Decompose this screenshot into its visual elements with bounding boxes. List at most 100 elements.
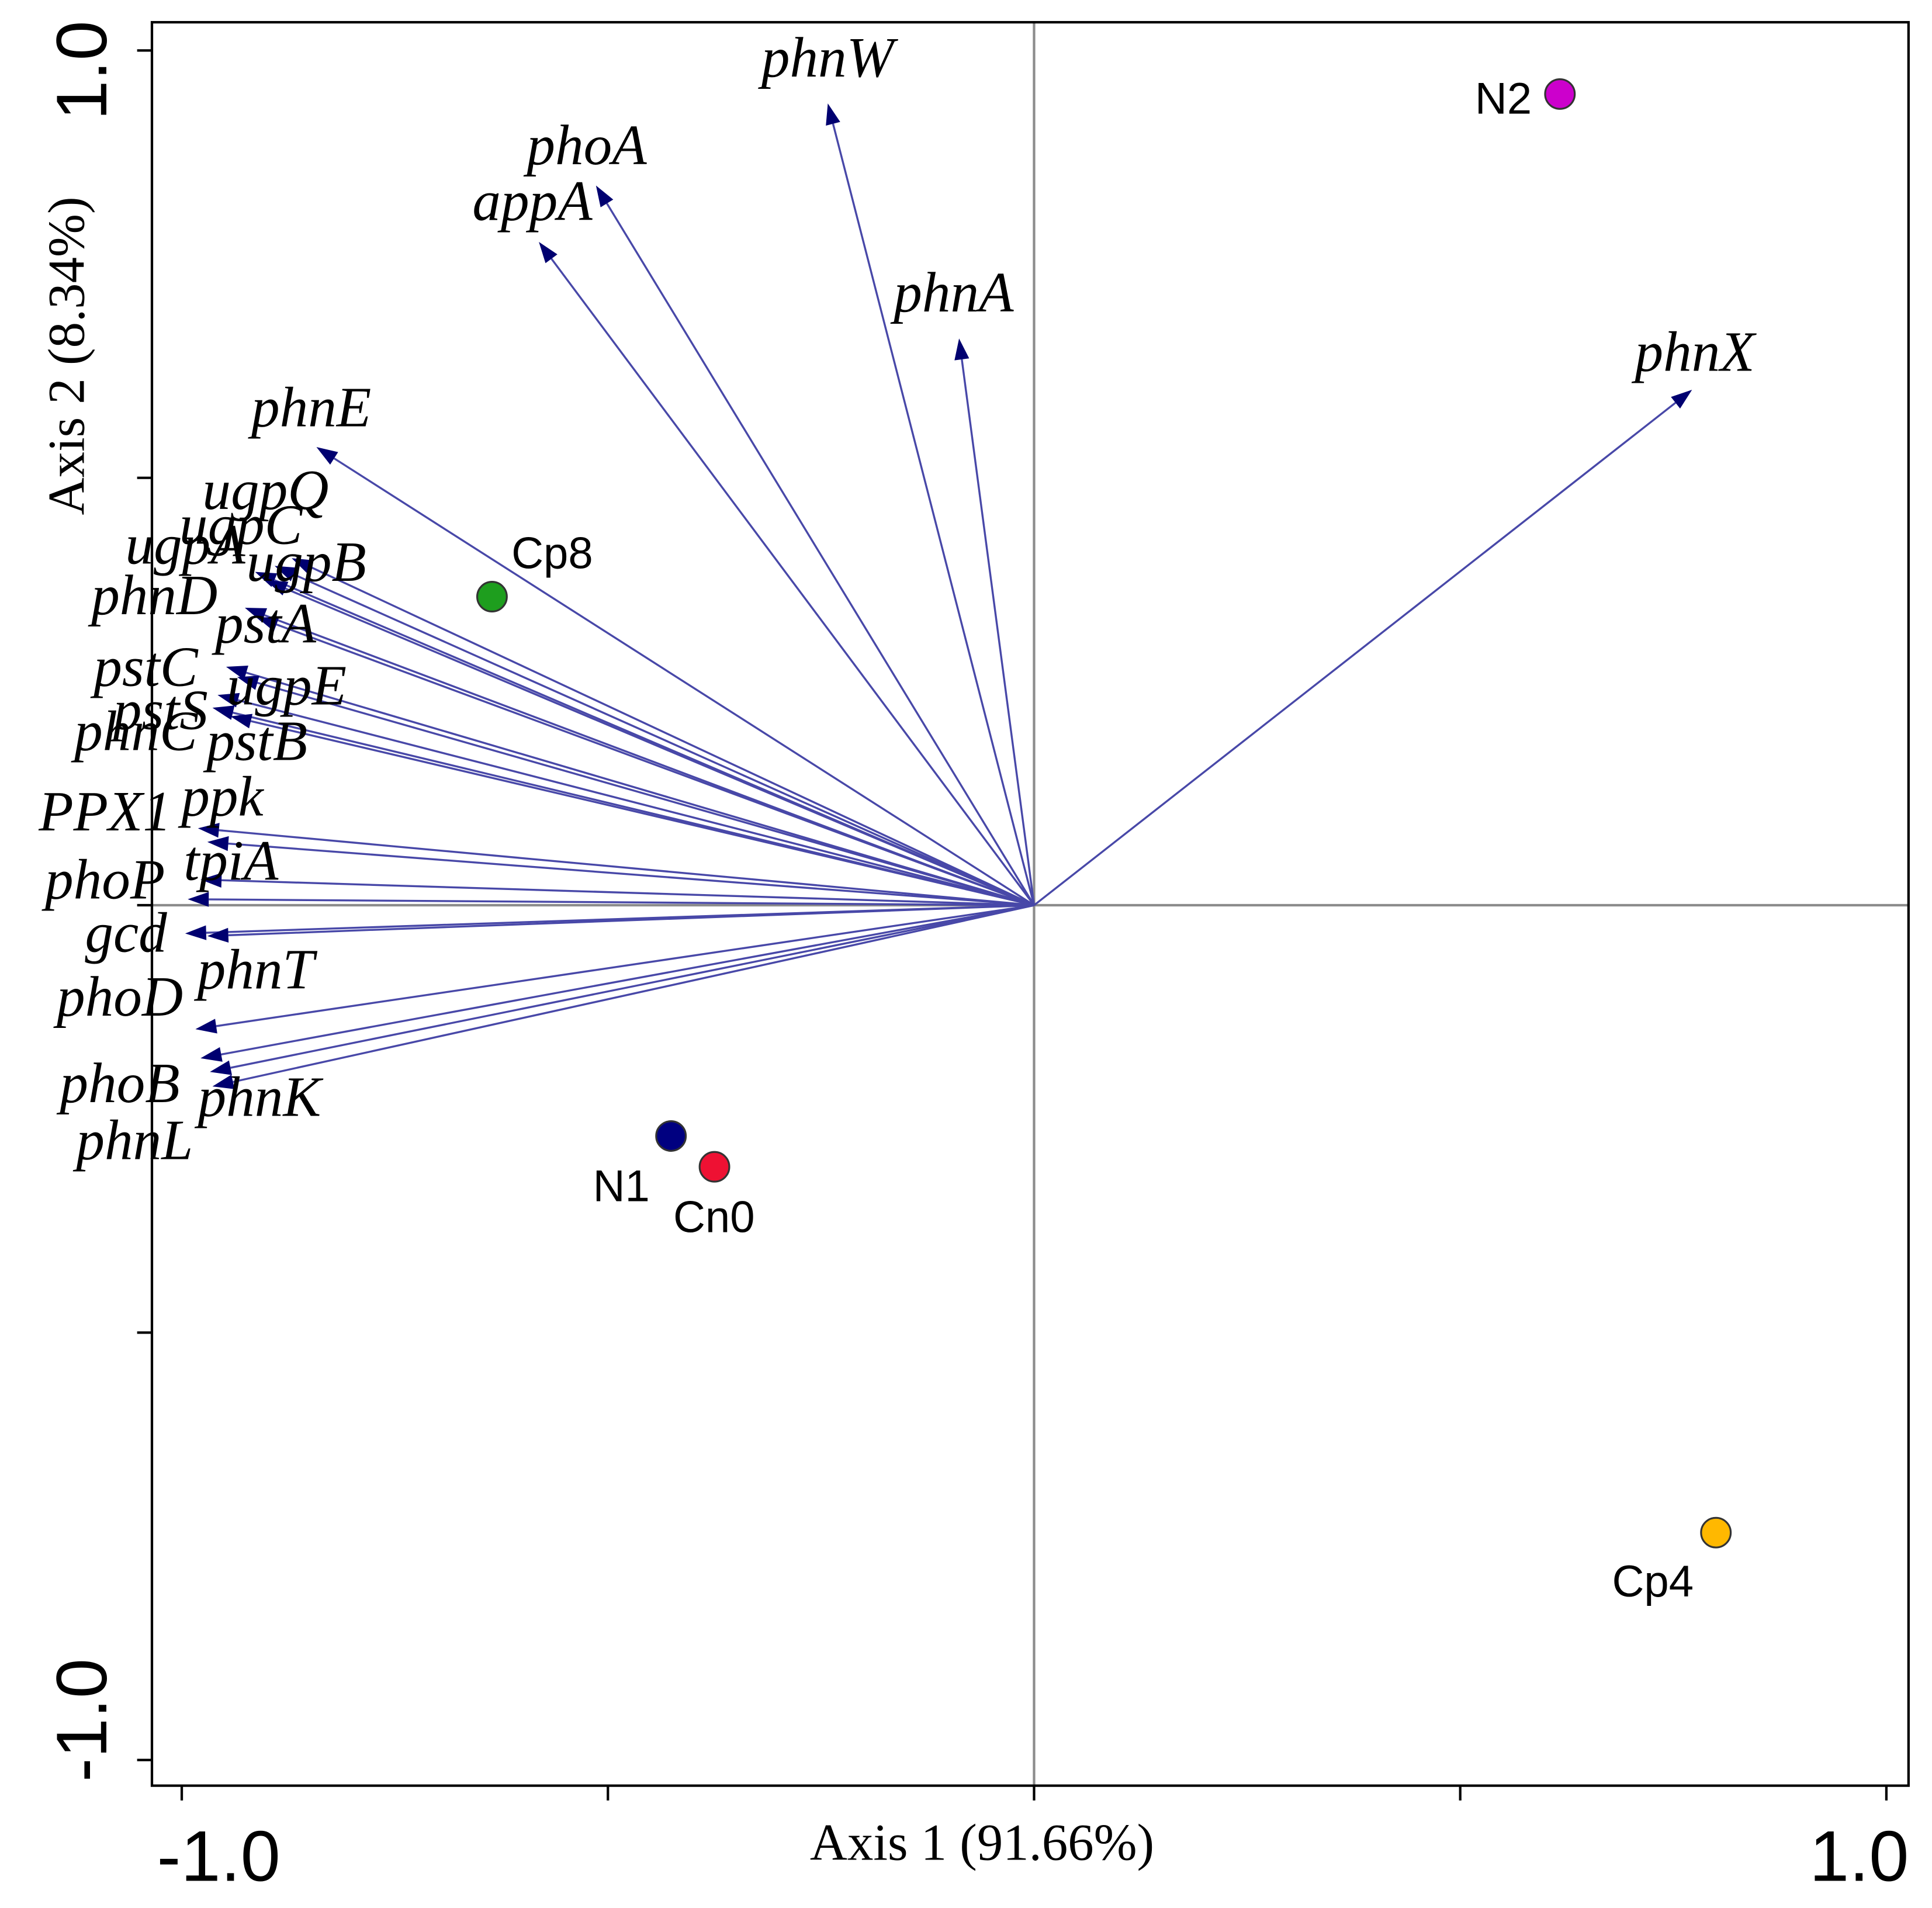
vector-line-ppk	[228, 842, 1034, 906]
vector-arrowhead-ppx1	[198, 823, 220, 838]
vector-phop	[188, 892, 1034, 907]
vector-label-psta: pstA	[212, 593, 316, 656]
site-labels: N2 Cp8 N1 Cn0 Cp4	[511, 74, 1694, 1607]
vector-line-ppx1	[219, 829, 1034, 906]
vector-phod	[195, 904, 1034, 1034]
vector-arrowhead-phnc	[212, 705, 235, 720]
vector-phnw	[826, 103, 1036, 906]
vector-label-phna: phnA	[890, 261, 1014, 324]
vector-arrowhead-phne	[316, 447, 338, 465]
x-tick-label-max: 1.0	[1809, 1816, 1909, 1896]
vector-arrowhead-ugpq	[292, 558, 314, 574]
vector-label-phnc: phnC	[71, 700, 198, 763]
vector-arrowhead-phnl	[212, 1075, 235, 1089]
vector-phnl	[212, 904, 1034, 1089]
vector-label-ugpc: ugpC	[179, 493, 303, 556]
vector-label-phnx: phnX	[1632, 320, 1757, 383]
vector-label-ugpb: ugpB	[247, 531, 366, 594]
site-point-n2	[1544, 78, 1576, 110]
site-point-n1	[655, 1120, 687, 1152]
plot-frame	[150, 20, 1910, 1787]
x-tick-label-min: -1.0	[157, 1816, 281, 1896]
vector-ugpq	[292, 558, 1035, 906]
vector-label-phnt: phnT	[194, 939, 318, 1002]
vector-ugpe	[237, 676, 1034, 906]
vector-label-gcd: gcd	[85, 901, 167, 964]
vector-phna	[954, 338, 1036, 906]
vector-ugpc	[275, 566, 1035, 906]
site-points	[476, 78, 1732, 1549]
vector-line-phnw	[832, 123, 1036, 906]
vector-phnk	[210, 904, 1034, 1075]
vector-line-ugpe	[257, 681, 1034, 906]
vector-line-phne	[333, 457, 1035, 906]
axis-ticks	[137, 49, 1888, 1801]
vector-line-tpia	[221, 879, 1034, 906]
vector-label-pstb: pstB	[203, 709, 307, 773]
vector-label-phoa: phoA	[523, 114, 647, 177]
vector-line-phnt	[228, 904, 1034, 937]
vector-line-phod	[216, 904, 1034, 1027]
vector-arrowhead-appa	[539, 241, 558, 264]
vector-ppx1	[198, 823, 1034, 906]
vector-phoa	[595, 185, 1035, 906]
vector-ppk	[207, 836, 1034, 906]
vector-arrowhead-phnx	[1671, 390, 1692, 409]
vector-tpia	[200, 872, 1034, 906]
site-label-cp4: Cp4	[1612, 1557, 1694, 1606]
vector-label-ugpe: ugpE	[227, 654, 347, 717]
vector-line-pstc	[245, 671, 1034, 906]
vector-label-tpia: tpiA	[183, 830, 279, 893]
vector-arrows	[185, 103, 1692, 1089]
vector-label-ugpa: ugpA	[125, 513, 245, 576]
vector-line-pstb	[250, 720, 1034, 906]
vector-arrowhead-phna	[954, 338, 970, 361]
vector-phob	[200, 904, 1034, 1062]
vector-label-phnw: phnW	[758, 26, 899, 89]
vector-label-pstc: pstC	[90, 636, 198, 699]
vector-arrowhead-phop	[188, 892, 209, 907]
site-point-cp4	[1700, 1516, 1732, 1549]
vector-arrowhead-ugpe	[237, 676, 259, 690]
vector-label-phnl: phnL	[72, 1109, 193, 1172]
vector-ugpb	[266, 580, 1035, 906]
vector-appa	[539, 241, 1035, 906]
vector-arrowhead-gcd	[185, 925, 207, 940]
vector-arrowhead-phnw	[826, 103, 840, 126]
site-point-cn0	[698, 1151, 730, 1183]
vector-pstc	[226, 665, 1034, 906]
vector-psta	[257, 617, 1035, 906]
y-axis-title: Axis 2 (8.34%)	[39, 196, 96, 515]
vector-line-psta	[276, 624, 1035, 906]
vector-phnt	[207, 904, 1034, 943]
vector-label-appa: appA	[472, 169, 593, 233]
vector-label-ugpq: ugpQ	[202, 459, 328, 522]
vector-line-ugpc	[293, 573, 1035, 906]
vector-label-ppx1: PPX1	[38, 780, 171, 843]
site-label-cn0: Cn0	[673, 1192, 755, 1242]
vector-pstb	[230, 714, 1034, 906]
vector-phnx	[1033, 390, 1692, 906]
vector-label-phne: phnE	[248, 376, 371, 439]
vector-arrowhead-ppk	[207, 836, 229, 851]
vector-label-phob: phoB	[56, 1052, 179, 1115]
vector-arrowhead-phoa	[595, 185, 614, 207]
vector-line-psts	[237, 699, 1034, 906]
vector-arrowhead-tpia	[200, 872, 222, 888]
vector-line-phna	[961, 359, 1036, 906]
vector-line-phop	[209, 898, 1034, 906]
vector-line-phnk	[230, 904, 1034, 1069]
vector-arrowhead-phob	[200, 1047, 223, 1062]
vector-line-appa	[550, 258, 1035, 906]
vector-line-phnx	[1033, 401, 1677, 906]
vector-label-phod: phoD	[53, 965, 183, 1029]
site-label-n1: N1	[593, 1161, 650, 1211]
vector-arrowhead-pstb	[230, 714, 253, 729]
vector-label-ppk: ppk	[178, 766, 264, 829]
x-axis-title: Axis 1 (91.66%)	[810, 1814, 1154, 1872]
vector-line-ugpq	[310, 566, 1035, 906]
vector-psts	[217, 692, 1034, 906]
vector-phne	[316, 447, 1035, 906]
